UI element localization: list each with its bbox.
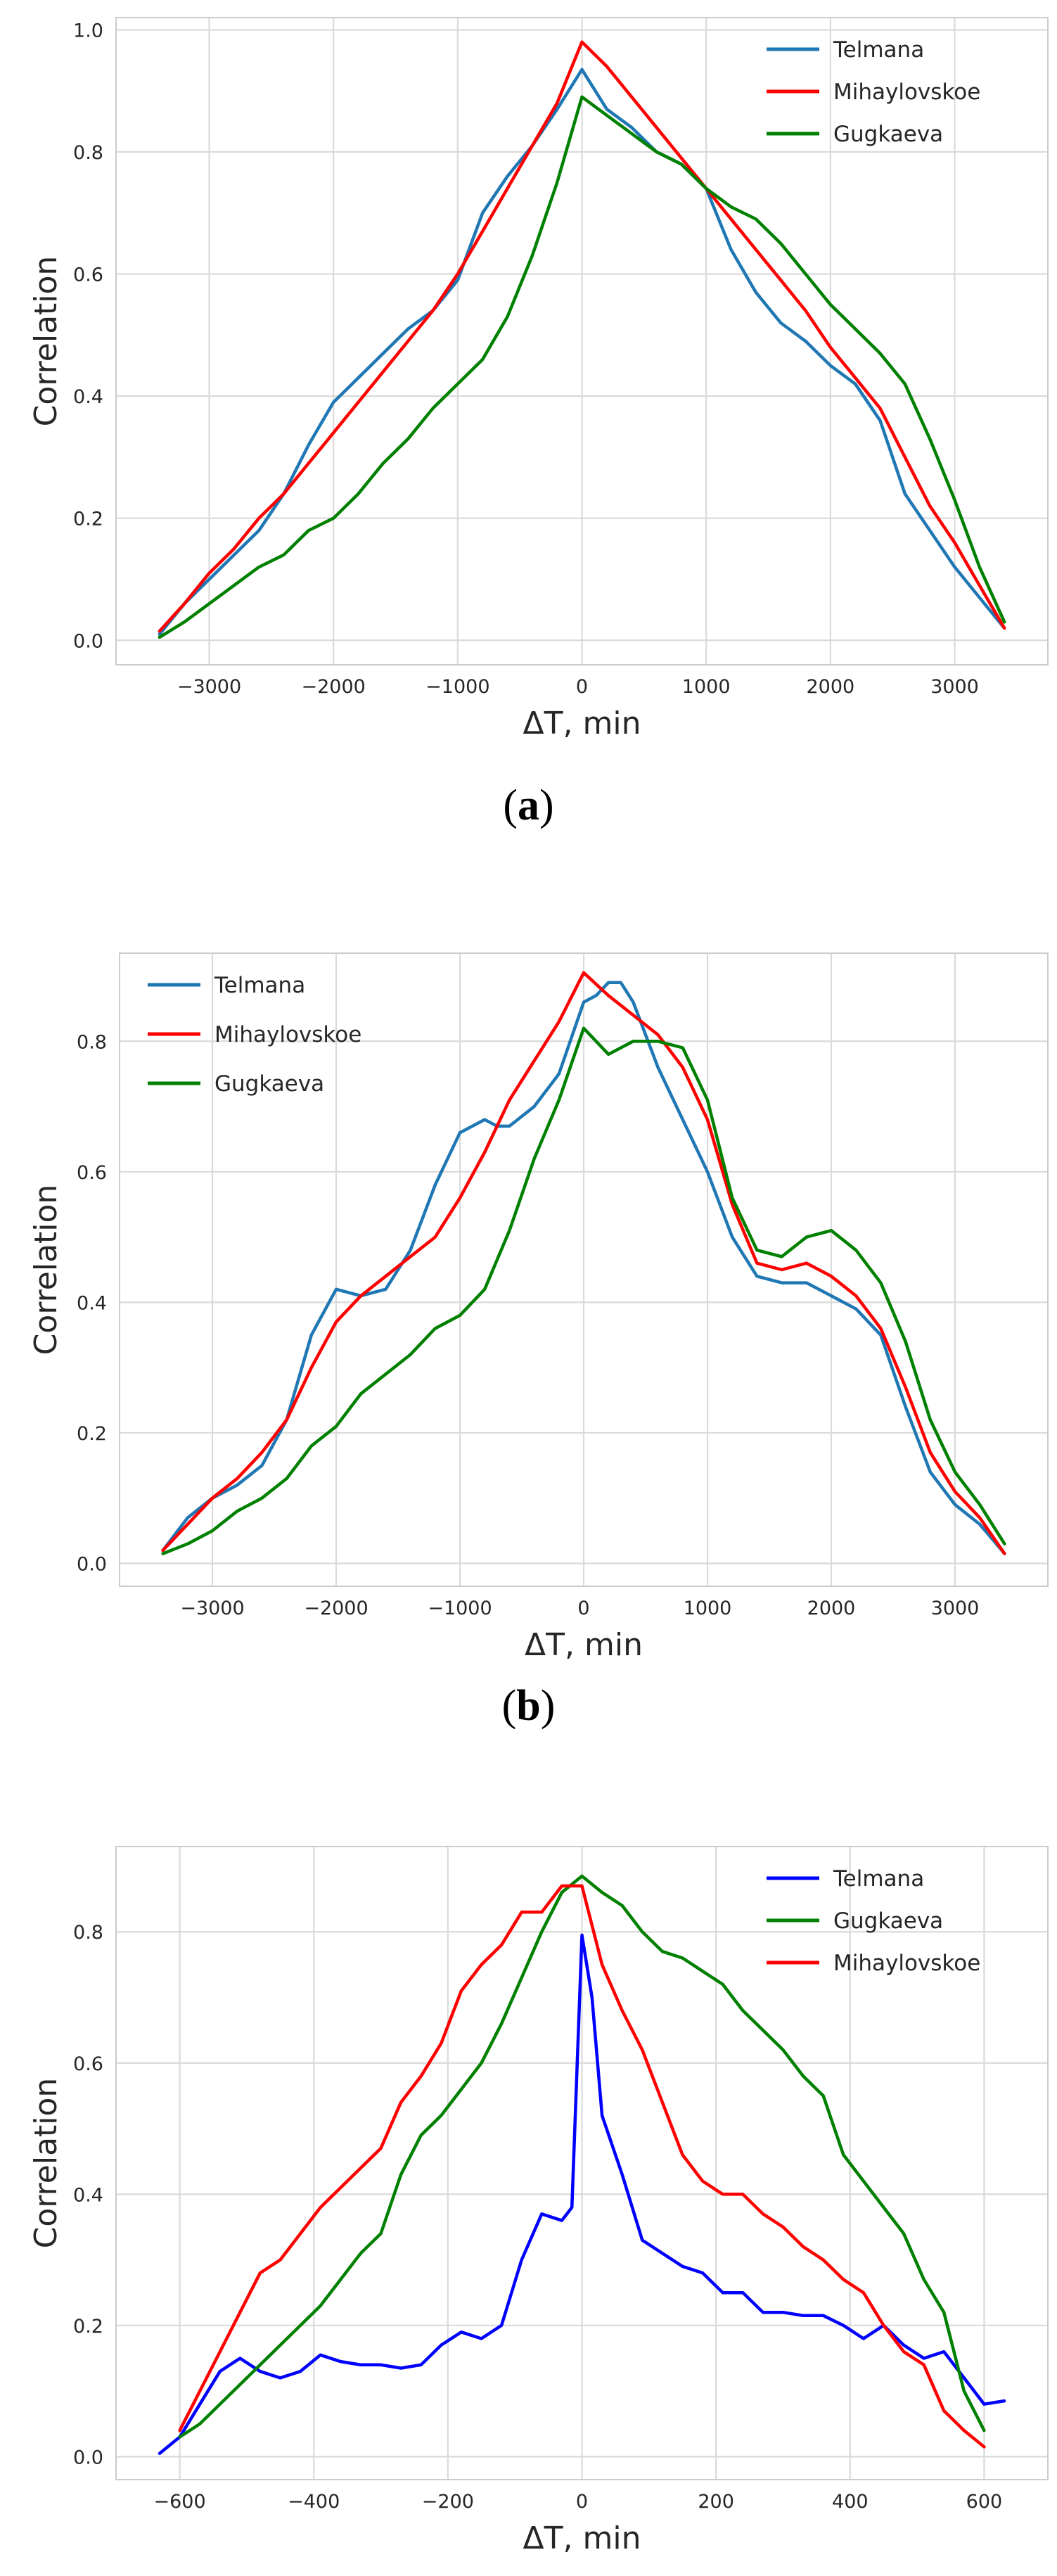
y-axis-label: Correlation <box>28 256 64 427</box>
x-tick-label: −200 <box>422 2491 474 2513</box>
plot-frame <box>119 952 1049 1587</box>
legend-label-gugkaeva: Gugkaeva <box>214 1071 324 1097</box>
x-tick-label: −1000 <box>428 1598 492 1619</box>
chart-c: −600 −400 −200 0 200 400 600 0.0 0.2 0.4 0.6 0.8 ΔT,… <box>28 1846 1049 2556</box>
x-tick-label: −3000 <box>177 676 241 698</box>
y-tick-label: 0.0 <box>73 630 103 652</box>
series-line-gugkaeva <box>158 95 1006 639</box>
caption-a-letter: a <box>518 782 539 829</box>
x-tick-label: 200 <box>698 2491 734 2513</box>
legend-label-mihaylovskoe: Mihaylovskoe <box>833 79 980 105</box>
series-line-gugkaeva <box>178 1874 986 2439</box>
x-tick-label: 2000 <box>806 676 854 698</box>
x-tick-label: −400 <box>288 2491 340 2513</box>
y-axis-label: Correlation <box>28 1185 64 1356</box>
y-tick-label: 0.2 <box>73 509 103 530</box>
x-axis-label: ΔT, min <box>523 706 641 741</box>
x-tick-label: 400 <box>832 2491 869 2513</box>
x-tick-label: −2000 <box>301 676 365 698</box>
plot-frame <box>115 1846 1049 2480</box>
x-tick-label: 0 <box>576 2491 588 2513</box>
chart-a: −3000 −2000 −1000 0 1000 2000 3000 0.0 0.2 0.4 0.6… <box>28 17 1049 741</box>
legend-label-gugkaeva: Gugkaeva <box>833 1908 943 1934</box>
y-tick-label: 0.6 <box>73 2053 103 2075</box>
legend-label-mihaylovskoe: Mihaylovskoe <box>214 1022 361 1047</box>
x-tick-label: 1000 <box>684 1598 732 1619</box>
series-line-mihaylovskoe <box>158 40 1006 633</box>
x-tick-label: 600 <box>966 2491 1003 2513</box>
x-tick-label: 0 <box>576 676 588 698</box>
plot-frame <box>115 17 1049 665</box>
y-tick-label: 0.6 <box>73 264 103 286</box>
y-tick-label: 0.8 <box>73 142 103 164</box>
y-tick-label: 0.8 <box>73 1922 103 1944</box>
x-tick-label: −1000 <box>425 676 489 698</box>
y-tick-label: 0.2 <box>77 1423 107 1445</box>
x-tick-label: −600 <box>153 2491 205 2513</box>
series-line-telmana <box>158 68 1006 636</box>
x-tick-label: 2000 <box>807 1598 856 1619</box>
x-tick-label: 0 <box>577 1598 589 1619</box>
series-line-telmana <box>161 981 1006 1555</box>
series-line-mihaylovskoe <box>178 1884 986 2449</box>
y-tick-label: 0.0 <box>73 2447 103 2468</box>
x-tick-label: −2000 <box>304 1598 368 1619</box>
legend-label-gugkaeva: Gugkaeva <box>833 122 943 147</box>
y-tick-label: 0.2 <box>73 2316 103 2338</box>
y-tick-label: 0.0 <box>77 1554 107 1576</box>
x-tick-label: 3000 <box>931 1598 980 1619</box>
chart-b: −3000 −2000 −1000 0 1000 2000 3000 0.0 0.2 0.4 0.6… <box>28 952 1049 1663</box>
y-tick-label: 1.0 <box>73 20 103 42</box>
caption-b-letter: b <box>516 1682 541 1730</box>
x-tick-label: −3000 <box>180 1598 244 1619</box>
y-tick-label: 0.4 <box>77 1292 107 1314</box>
y-tick-label: 0.4 <box>73 2184 103 2206</box>
caption-a: (a) <box>503 782 554 829</box>
x-tick-label: 1000 <box>682 676 731 698</box>
x-tick-label: 3000 <box>930 676 979 698</box>
series-line-telmana <box>158 1933 1006 2455</box>
y-tick-label: 0.6 <box>77 1162 107 1184</box>
series-line-gugkaeva <box>161 1026 1006 1555</box>
legend-label-telmana: Telmana <box>214 973 305 998</box>
caption-b: (b) <box>501 1682 556 1730</box>
x-axis-label: ΔT, min <box>525 1627 643 1663</box>
y-tick-label: 0.4 <box>73 386 103 408</box>
y-axis-label: Correlation <box>28 2078 64 2249</box>
y-tick-label: 0.8 <box>77 1031 107 1053</box>
series-line-mihaylovskoe <box>161 971 1006 1555</box>
legend-label-mihaylovskoe: Mihaylovskoe <box>833 1951 980 1976</box>
x-axis-label: ΔT, min <box>523 2520 641 2556</box>
legend-label-telmana: Telmana <box>833 1866 924 1892</box>
legend-label-telmana: Telmana <box>833 37 924 63</box>
